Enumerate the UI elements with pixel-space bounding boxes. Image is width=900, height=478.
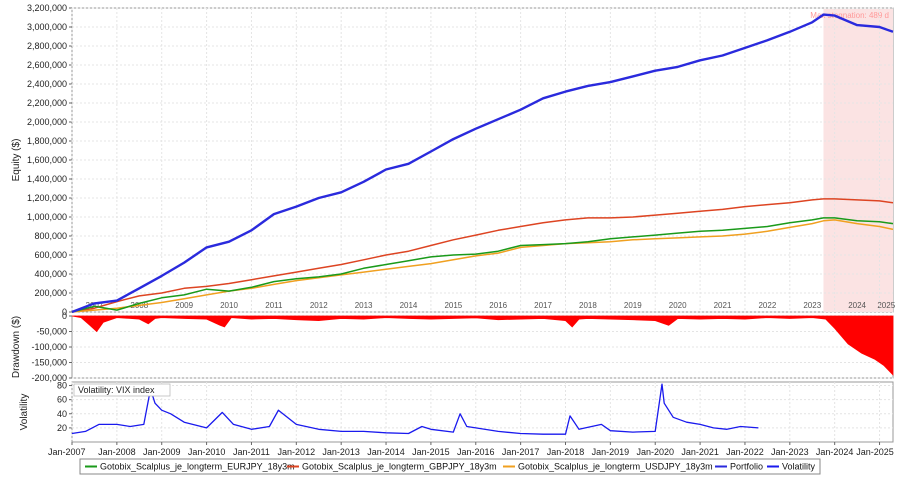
stagnation-label: Max stagnation: 489 d bbox=[810, 11, 889, 20]
year-label-2023: 2023 bbox=[803, 301, 821, 310]
legend-label-gotobix-scalplus-je-longterm-gbpjpy-18y3m: Gotobix_Scalplus_je_longterm_GBPJPY_18y3… bbox=[302, 462, 497, 472]
volatility-panel-frame bbox=[71, 381, 894, 443]
drawdown-ytick-label-1: -50,000 bbox=[36, 327, 67, 337]
equity-ytick-label-4: 800,000 bbox=[34, 231, 67, 241]
x-tick-label-18: Jan-2025 bbox=[856, 447, 894, 457]
x-tick-label-15: Jan-2022 bbox=[726, 447, 764, 457]
equity-ytick-label-3: 600,000 bbox=[34, 250, 67, 260]
x-tick-label-16: Jan-2023 bbox=[771, 447, 809, 457]
year-label-2009: 2009 bbox=[175, 301, 193, 310]
legend-label-volatility: Volatility bbox=[782, 462, 816, 472]
volatility-ytick-label-1: 40 bbox=[57, 409, 67, 419]
equity-ytick-label-16: 3,200,000 bbox=[27, 3, 67, 13]
x-tick-label-9: Jan-2016 bbox=[457, 447, 495, 457]
year-label-2018: 2018 bbox=[579, 301, 597, 310]
equity-ytick-label-9: 1,800,000 bbox=[27, 136, 67, 146]
year-label-2015: 2015 bbox=[444, 301, 462, 310]
x-tick-label-10: Jan-2017 bbox=[502, 447, 540, 457]
legend-label-gotobix-scalplus-je-longterm-eurjpy-18y3m: Gotobix_Scalplus_je_longterm_EURJPY_18y3… bbox=[100, 462, 295, 472]
equity-ytick-label-11: 2,200,000 bbox=[27, 98, 67, 108]
legend-label-gotobix-scalplus-je-longterm-usdjpy-18y3m: Gotobix_Scalplus_je_longterm_USDJPY_18y3… bbox=[518, 462, 713, 472]
x-tick-label-4: Jan-2011 bbox=[233, 447, 270, 457]
drawdown-ytick-label-2: -100,000 bbox=[31, 342, 67, 352]
year-label-2016: 2016 bbox=[489, 301, 507, 310]
drawdown-ytick-label-4: -200,000 bbox=[31, 373, 67, 383]
equity-ytick-label-10: 2,000,000 bbox=[27, 117, 67, 127]
x-tick-label-5: Jan-2012 bbox=[278, 447, 316, 457]
series-line-gotobix-scalplus-je-longterm-gbpjpy-18y3m bbox=[71, 198, 894, 313]
legend-label-portfolio: Portfolio bbox=[730, 462, 763, 472]
year-label-2020: 2020 bbox=[669, 301, 687, 310]
series-line-gotobix-scalplus-je-longterm-eurjpy-18y3m bbox=[71, 217, 894, 313]
drawdown-ytick-label-3: -150,000 bbox=[31, 358, 67, 368]
equity-ytick-label-5: 1,000,000 bbox=[27, 212, 67, 222]
year-label-2017: 2017 bbox=[534, 301, 552, 310]
equity-ytick-label-12: 2,400,000 bbox=[27, 79, 67, 89]
series-line-gotobix-scalplus-je-longterm-usdjpy-18y3m bbox=[71, 219, 894, 313]
equity-ytick-label-13: 2,600,000 bbox=[27, 60, 67, 70]
volatility-ytick-label-0: 20 bbox=[57, 423, 67, 433]
x-tick-label-17: Jan-2024 bbox=[816, 447, 854, 457]
year-label-2021: 2021 bbox=[714, 301, 732, 310]
year-label-2012: 2012 bbox=[310, 301, 328, 310]
x-tick-label-3: Jan-2010 bbox=[188, 447, 226, 457]
equity-ytick-label-7: 1,400,000 bbox=[27, 174, 67, 184]
equity-ytick-label-6: 1,200,000 bbox=[27, 193, 67, 203]
equity-axis-title: Equity ($) bbox=[11, 139, 22, 182]
drawdown-area bbox=[71, 315, 894, 376]
x-tick-label-1: Jan-2008 bbox=[98, 447, 136, 457]
x-tick-label-7: Jan-2014 bbox=[367, 447, 405, 457]
drawdown-axis-title: Drawdown ($) bbox=[11, 316, 22, 378]
volatility-ytick-label-2: 60 bbox=[57, 395, 67, 405]
x-tick-label-14: Jan-2021 bbox=[681, 447, 719, 457]
x-tick-label-6: Jan-2013 bbox=[322, 447, 360, 457]
year-label-2024: 2024 bbox=[848, 301, 866, 310]
volatility-line bbox=[71, 383, 759, 435]
legend-box bbox=[79, 458, 821, 475]
volatility-axis-title: Volatility bbox=[19, 394, 30, 431]
volatility-title-box bbox=[73, 383, 171, 397]
equity-ytick-label-8: 1,600,000 bbox=[27, 155, 67, 165]
x-tick-label-2: Jan-2009 bbox=[143, 447, 181, 457]
equity-ytick-label-1: 200,000 bbox=[34, 288, 67, 298]
volatility-ytick-label-3: 80 bbox=[57, 381, 67, 391]
x-tick-label-12: Jan-2019 bbox=[592, 447, 630, 457]
equity-ytick-label-2: 400,000 bbox=[34, 269, 67, 279]
volatility-title: Volatility: VIX index bbox=[78, 385, 155, 395]
year-label-2010: 2010 bbox=[220, 301, 238, 310]
year-label-2007: 2007 bbox=[86, 301, 104, 310]
series-line-portfolio bbox=[71, 13, 894, 314]
equity-ytick-label-14: 2,800,000 bbox=[27, 41, 67, 51]
x-tick-label-11: Jan-2018 bbox=[547, 447, 585, 457]
year-label-2022: 2022 bbox=[758, 301, 776, 310]
x-tick-label-8: Jan-2015 bbox=[412, 447, 450, 457]
drawdown-ytick-label-0: 0 bbox=[62, 311, 67, 321]
equity-ytick-label-0: 0 bbox=[62, 307, 67, 317]
year-label-2014: 2014 bbox=[400, 301, 418, 310]
x-tick-label-0: Jan-2007 bbox=[48, 447, 86, 457]
year-label-2013: 2013 bbox=[355, 301, 373, 310]
year-label-2019: 2019 bbox=[624, 301, 642, 310]
year-label-2025: 2025 bbox=[877, 301, 895, 310]
x-tick-label-13: Jan-2020 bbox=[636, 447, 674, 457]
equity-ytick-label-15: 3,000,000 bbox=[27, 22, 67, 32]
year-label-2011: 2011 bbox=[265, 301, 283, 310]
